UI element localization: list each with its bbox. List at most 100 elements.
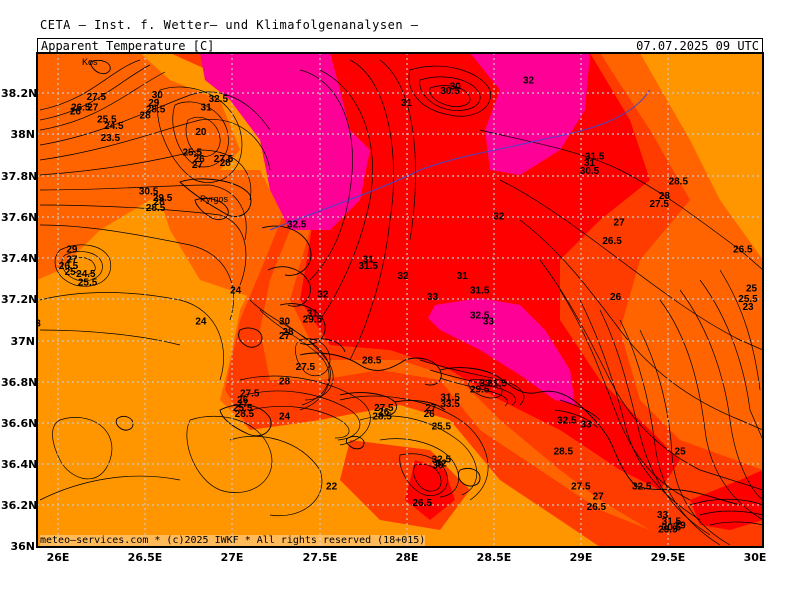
lat-tick-label: 36.4N xyxy=(1,458,38,471)
contour-value-label: 28 xyxy=(154,197,166,208)
contour-value-label: 25.5 xyxy=(738,294,758,305)
contour-value-label: 25 xyxy=(746,284,758,295)
contour-value-label: 27 xyxy=(614,218,626,229)
contour-value-label: 25.5 xyxy=(182,148,202,159)
contour-value-label: 29.5 xyxy=(470,385,490,396)
contour-value-label: 23.5 xyxy=(101,133,121,144)
contour-value-label: 33 xyxy=(483,317,495,328)
contour-value-label: 32 xyxy=(436,459,448,470)
contour-value-label: 29 xyxy=(66,244,78,255)
contour-value-label: 31 xyxy=(363,255,375,266)
contour-value-label: 29 xyxy=(675,521,687,532)
map-title: Apparent_Temperature_[C] xyxy=(41,39,215,53)
contour-value-label: 27.5 xyxy=(649,199,669,210)
valid-time: 07.07.2025 09 UTC xyxy=(636,39,759,53)
contour-value-label: 23 xyxy=(742,302,754,313)
contour-value-label: 30.5 xyxy=(139,187,159,198)
contour-value-label: 28.5 xyxy=(554,446,574,457)
lat-tick-label: 37.2N xyxy=(1,293,38,306)
contour-value-label: 31.5 xyxy=(358,261,378,272)
contour-value-label: 32 xyxy=(523,76,535,87)
institute-header: CETA — Inst. f. Wetter— und Klimafolgena… xyxy=(40,18,419,32)
contour-value-label: 31.5 xyxy=(470,286,490,297)
contour-value-label: 24.5 xyxy=(104,121,124,132)
contour-value-label: 32.5 xyxy=(632,481,652,492)
copyright-credit: meteo—services.com * (c)2025 IWKF * All … xyxy=(40,535,426,546)
contour-value-label: 25.5 xyxy=(432,422,452,433)
contour-value-label: 31 xyxy=(457,271,469,282)
contour-value-label: 27.5 xyxy=(296,362,316,373)
contour-value-label: 27 xyxy=(237,399,249,410)
contour-value-label: 27.5 xyxy=(571,481,591,492)
contour-value-label: 29.5 xyxy=(303,315,323,326)
contour-value-label: 29.5 xyxy=(658,525,678,536)
lat-tick-label: 37.4N xyxy=(1,252,38,265)
contour-value-label: 33.5 xyxy=(440,399,460,410)
contour-value-label: 30 xyxy=(279,317,291,328)
place-name: Kos xyxy=(82,57,98,67)
contour-value-label: 31 xyxy=(584,158,596,169)
contour-value-label: 24 xyxy=(230,286,242,297)
contour-labels: 27.526.5272625.524.523.5302928.52832.531… xyxy=(37,76,758,536)
contour-value-label: 27 xyxy=(279,331,291,342)
lon-tick-label: 29.5E xyxy=(650,551,686,564)
contour-value-label: 33 xyxy=(427,292,439,303)
contour-value-label: 25.5 xyxy=(233,403,253,414)
contour-value-label: 24.5 xyxy=(76,269,96,280)
contour-value-label: 27.5 xyxy=(87,92,107,103)
contour-value-label: 25 xyxy=(675,446,687,457)
contour-value-label: 32 xyxy=(317,290,329,301)
contour-value-label: 28.5 xyxy=(146,203,166,214)
contour-value-label: 28.5 xyxy=(235,409,255,420)
contour-value-label: 30 xyxy=(450,82,462,93)
lat-tick-label: 38N xyxy=(10,128,35,141)
contour-value-label: 26.5 xyxy=(733,244,753,255)
contour-value-label: 28 xyxy=(279,376,291,387)
lon-tick-label: 27E xyxy=(220,551,244,564)
contour-value-label: 31 xyxy=(401,98,413,109)
isolines xyxy=(39,59,763,546)
contour-value-label: 26.5 xyxy=(587,502,607,513)
contour-value-label: 25 xyxy=(65,267,77,278)
lon-tick-label: 26E xyxy=(46,551,70,564)
contour-value-label: 26.5 xyxy=(412,498,432,509)
contour-value-label: 32.5 xyxy=(209,94,229,105)
contour-value-label: 27 xyxy=(66,255,78,266)
lon-tick-label: 30E xyxy=(743,551,767,564)
contour-value-label: 26 xyxy=(424,409,436,420)
contour-value-label: 27.5 xyxy=(374,403,394,414)
lat-tick-label: 37.6N xyxy=(1,211,38,224)
contour-value-label: 31 xyxy=(201,102,213,113)
place-name: Pyrgos xyxy=(200,194,229,204)
contour-value-label: 33 xyxy=(479,378,491,389)
contour-value-label: 22 xyxy=(326,481,338,492)
contour-value-label: 28 xyxy=(659,191,671,202)
contour-value-label: 28 xyxy=(140,111,152,122)
lat-tick-label: 38.2N xyxy=(1,87,38,100)
contour-value-label: 30.5 xyxy=(580,166,600,177)
contour-value-label: 27 xyxy=(425,403,437,414)
contour-value-label: 31.5 xyxy=(440,393,460,404)
contour-value-label: 32 xyxy=(397,271,409,282)
contour-value-label: 26 xyxy=(194,154,206,165)
contour-value-label: 31 xyxy=(307,308,319,319)
lon-tick-label: 29E xyxy=(569,551,593,564)
lat-tick-label: 36N xyxy=(10,540,35,553)
contour-value-label: 28.5 xyxy=(372,411,392,422)
contour-value-label: 24 xyxy=(195,317,207,328)
contour-value-label: 32.5 xyxy=(432,455,452,466)
contour-value-label: 30 xyxy=(432,461,444,472)
coastlines xyxy=(89,59,741,506)
lat-tick-label: 36.6N xyxy=(1,417,38,430)
contour-value-label: 30.5 xyxy=(440,86,460,97)
graticule xyxy=(37,53,763,547)
contour-value-label: 26.5 xyxy=(602,236,622,247)
contour-value-label: 26 xyxy=(378,407,390,418)
contour-value-label: 33 xyxy=(580,420,592,431)
lon-tick-label: 26.5E xyxy=(127,551,163,564)
contour-value-label: 26 xyxy=(610,292,622,303)
lat-tick-label: 36.8N xyxy=(1,376,38,389)
contour-value-label: 20 xyxy=(195,127,207,138)
contour-value-label: 26.5 xyxy=(71,102,91,113)
